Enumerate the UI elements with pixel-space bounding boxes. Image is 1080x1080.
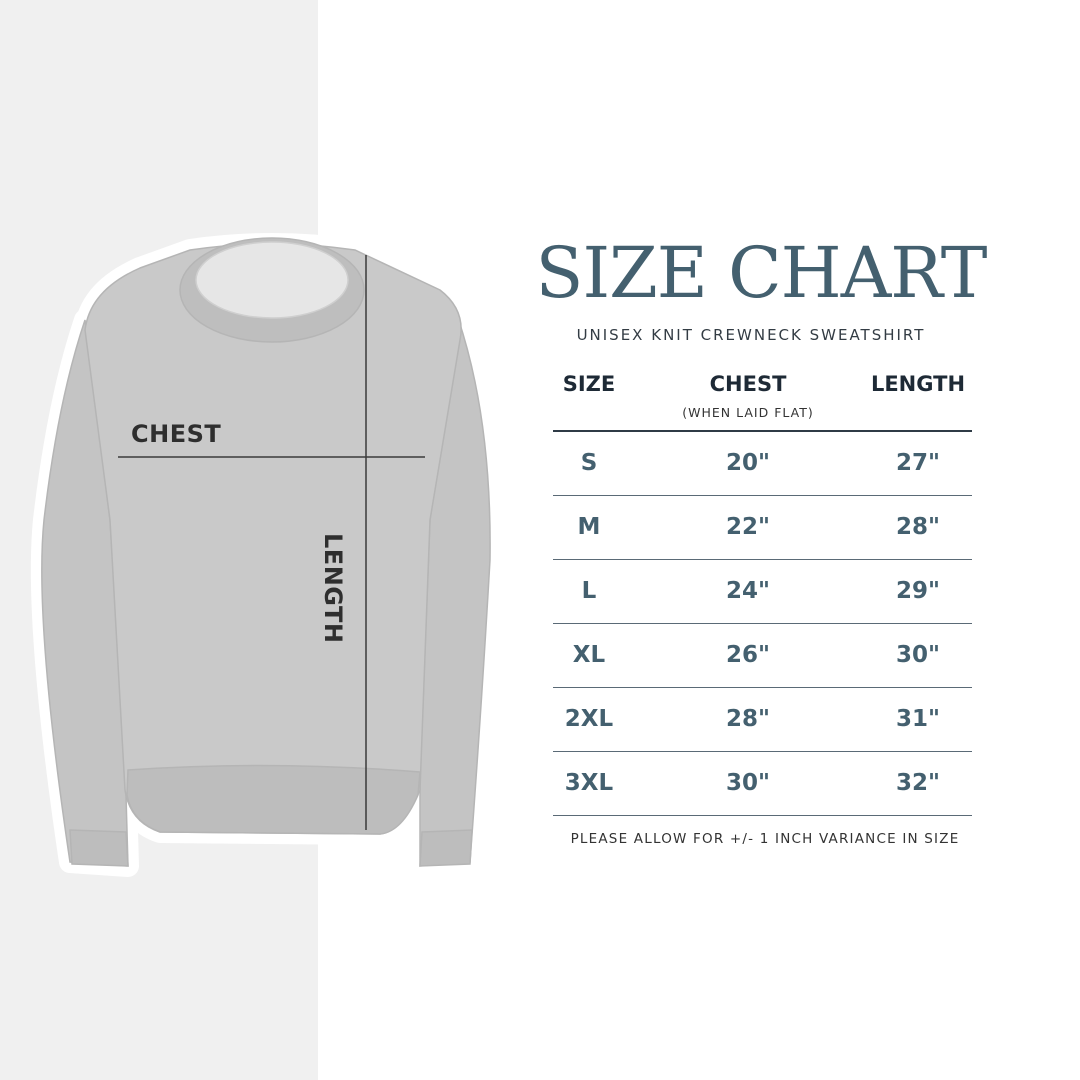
cell-length: 32" — [896, 770, 940, 796]
cell-size: 3XL — [564, 770, 614, 796]
cell-length: 29" — [896, 578, 940, 604]
header-size: SIZE — [562, 372, 616, 396]
page-title: SIZE CHART — [535, 232, 988, 314]
product-subtitle: UNISEX KNIT CREWNECK SWEATSHIRT — [576, 326, 926, 344]
table-row: S 20" 27" — [553, 432, 972, 496]
table-row: L 24" 29" — [553, 560, 972, 624]
header-length: LENGTH — [870, 372, 966, 396]
cell-chest: 30" — [726, 770, 770, 796]
cell-size: M — [577, 514, 601, 540]
cell-chest: 24" — [726, 578, 770, 604]
cell-size: S — [580, 450, 598, 476]
cell-size: L — [581, 578, 597, 604]
cell-length: 27" — [896, 450, 940, 476]
hem-band — [126, 764, 421, 835]
right-sleeve — [419, 317, 491, 867]
collar-inside — [195, 241, 349, 319]
cell-chest: 26" — [726, 642, 770, 668]
cell-size: XL — [572, 642, 606, 668]
length-measure-label: LENGTH — [319, 533, 347, 644]
chest-measure-label: CHEST — [131, 420, 222, 448]
table-row: M 22" 28" — [553, 496, 972, 560]
cell-length: 31" — [896, 706, 940, 732]
table-header: SIZE CHEST (WHEN LAID FLAT) LENGTH — [553, 370, 972, 432]
left-sleeve — [41, 319, 129, 867]
cell-length: 30" — [896, 642, 940, 668]
header-chest: CHEST — [709, 372, 787, 396]
header-chest-note: (WHEN LAID FLAT) — [682, 405, 814, 420]
sweater-illustration — [30, 233, 502, 877]
table-row: 2XL 28" 31" — [553, 688, 972, 752]
cell-size: 2XL — [564, 706, 614, 732]
cell-chest: 22" — [726, 514, 770, 540]
left-cuff — [69, 829, 129, 867]
right-cuff — [419, 829, 473, 867]
sweater-body — [41, 237, 491, 867]
cell-chest: 28" — [726, 706, 770, 732]
table-row: XL 26" 30" — [553, 624, 972, 688]
cell-chest: 20" — [726, 450, 770, 476]
table-row: 3XL 30" 32" — [553, 752, 972, 816]
size-table: SIZE CHEST (WHEN LAID FLAT) LENGTH S 20"… — [553, 370, 972, 816]
cell-length: 28" — [896, 514, 940, 540]
variance-note: PLEASE ALLOW FOR +/- 1 INCH VARIANCE IN … — [570, 831, 960, 847]
